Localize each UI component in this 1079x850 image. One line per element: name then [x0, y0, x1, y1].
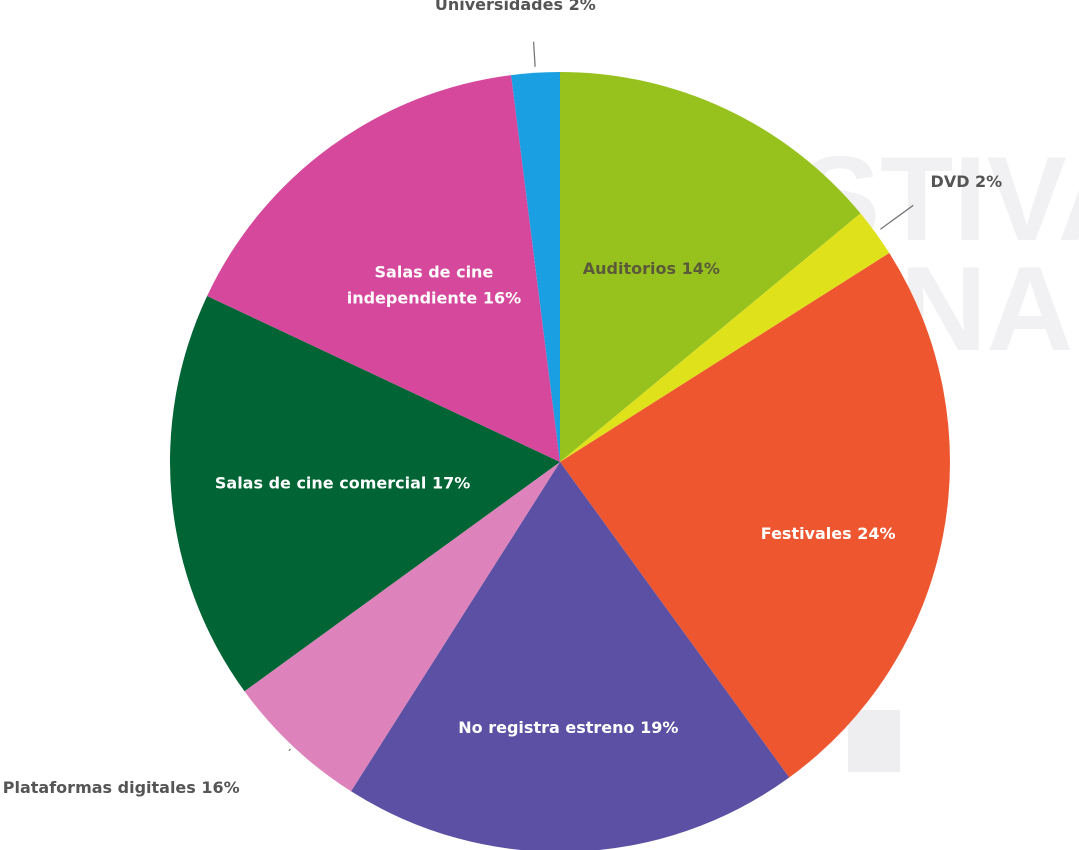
leader-line-1	[879, 204, 914, 230]
slice-label-6: Salas de cine independiente 16%	[347, 262, 521, 307]
pie-slice-7	[511, 72, 560, 462]
pie-slice-2	[560, 253, 950, 778]
slice-label-5: Salas de cine comercial 17%	[215, 474, 470, 493]
pie-slice-1	[560, 213, 890, 462]
pie-slice-6	[207, 75, 561, 463]
slice-label-0: Auditorios 14%	[583, 259, 720, 278]
slice-label-2: Festivales 24%	[761, 524, 896, 543]
pie-slices	[170, 72, 950, 850]
pie-slice-5	[170, 295, 561, 692]
pie-slice-3	[351, 462, 790, 850]
watermark-block	[848, 710, 900, 772]
slice-label-7: Universidades 2%	[435, 0, 596, 14]
leader-line-7	[532, 41, 536, 67]
leader-line-4	[288, 748, 291, 752]
slice-label-1: DVD 2%	[931, 172, 1003, 191]
slice-label-4: Plataformas digitales 16%	[3, 778, 240, 797]
leader-lines	[288, 41, 914, 752]
slice-label-3: No registra estreno 19%	[458, 718, 678, 737]
slice-labels: Auditorios 14% DVD 2% Festivales 24% No reg…	[3, 0, 1002, 797]
pie-slice-0	[560, 72, 861, 462]
pie-slice-4	[244, 462, 560, 792]
